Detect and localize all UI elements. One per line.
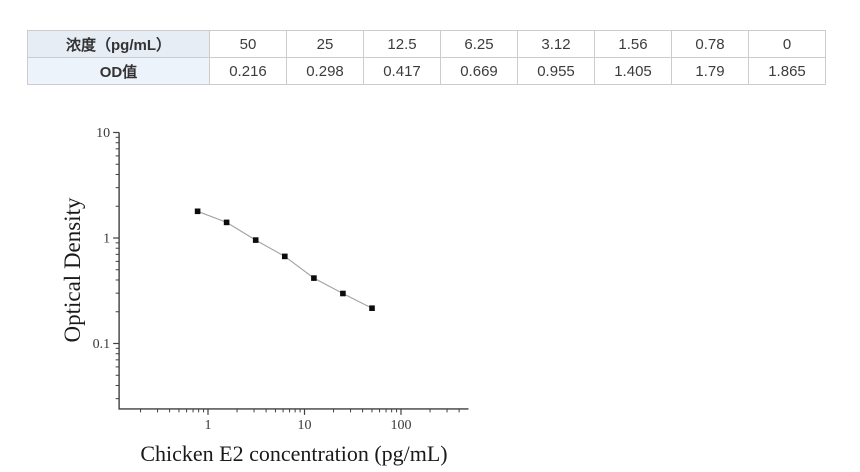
x-tick-label: 10 [298,418,312,433]
concentration-row: 浓度（pg/mL） 50 25 12.5 6.25 3.12 1.56 0.78 0 [27,30,826,58]
standards-table-body: 浓度（pg/mL） 50 25 12.5 6.25 3.12 1.56 0.78 0 OD值 0.2… [27,30,826,85]
x-tick-label: 1 [205,418,212,433]
od-cell: 1.79 [671,57,749,85]
od-cell: 1.865 [748,57,826,85]
data-point-marker [340,290,346,297]
x-axis-title: Chicken E2 concentration (pg/mL) [140,441,447,466]
od-cell: 0.298 [286,57,364,85]
data-point-marker [282,253,288,260]
data-point-marker [194,208,201,215]
od-row: OD值 0.216 0.298 0.417 0.669 0.955 1.405 1.79 1.8… [27,57,826,85]
x-tick-label: 100 [391,418,412,433]
y-axis-title: Optical Density [60,197,85,342]
concentration-cell: 1.56 [594,30,672,58]
curve-line [197,210,373,309]
od-cell: 0.417 [363,57,441,85]
od-row-label: OD值 [27,57,210,85]
concentration-cell: 0.78 [671,30,749,58]
axis-lines [118,132,469,410]
standards-table: 浓度（pg/mL） 50 25 12.5 6.25 3.12 1.56 0.78 0 OD值 0.2… [27,30,826,85]
od-cell: 0.216 [209,57,287,85]
y-tick-label: 1 [103,232,110,247]
concentration-cell: 0 [748,30,826,58]
data-point-marker [311,275,317,281]
data-point-marker [252,237,259,243]
concentration-cell: 3.12 [517,30,595,58]
concentration-row-label: 浓度（pg/mL） [27,30,210,58]
data-point-marker [369,305,375,311]
y-tick-label: 10 [96,126,110,141]
concentration-cell: 6.25 [440,30,518,58]
od-cell: 1.405 [594,57,672,85]
data-point-marker [223,219,230,226]
y-tick-label: 0.1 [93,337,111,352]
od-cell: 0.955 [517,57,595,85]
